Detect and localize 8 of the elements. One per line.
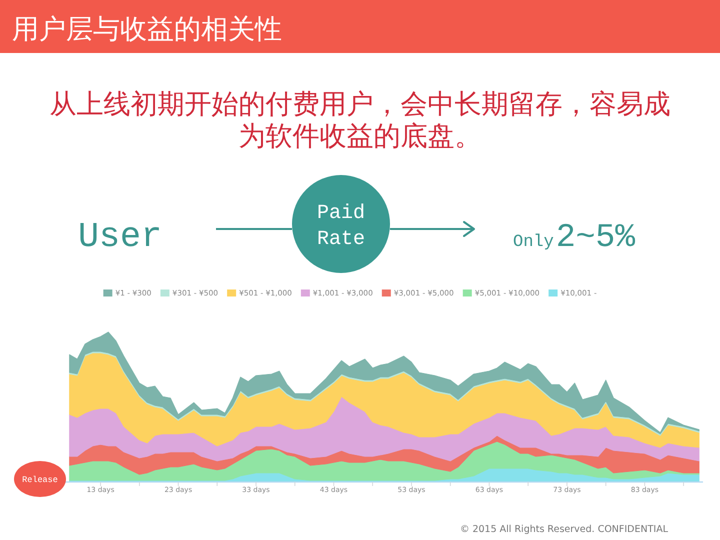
chart-title: 用户层与收益的相关性: [12, 14, 282, 45]
text: User: [78, 217, 162, 257]
text: Paid Rate: [316, 202, 366, 251]
text: © 2015 All Rights Reserved. CONFIDENTIAL: [460, 524, 669, 535]
annotation: Release: [22, 475, 58, 485]
chart-subtitle: 从上线初期开始的付费用户，会中长期留存，容易成为软件收益的底盘。: [50, 89, 670, 152]
text: Only: [513, 233, 554, 252]
text: 2~5%: [556, 219, 636, 256]
